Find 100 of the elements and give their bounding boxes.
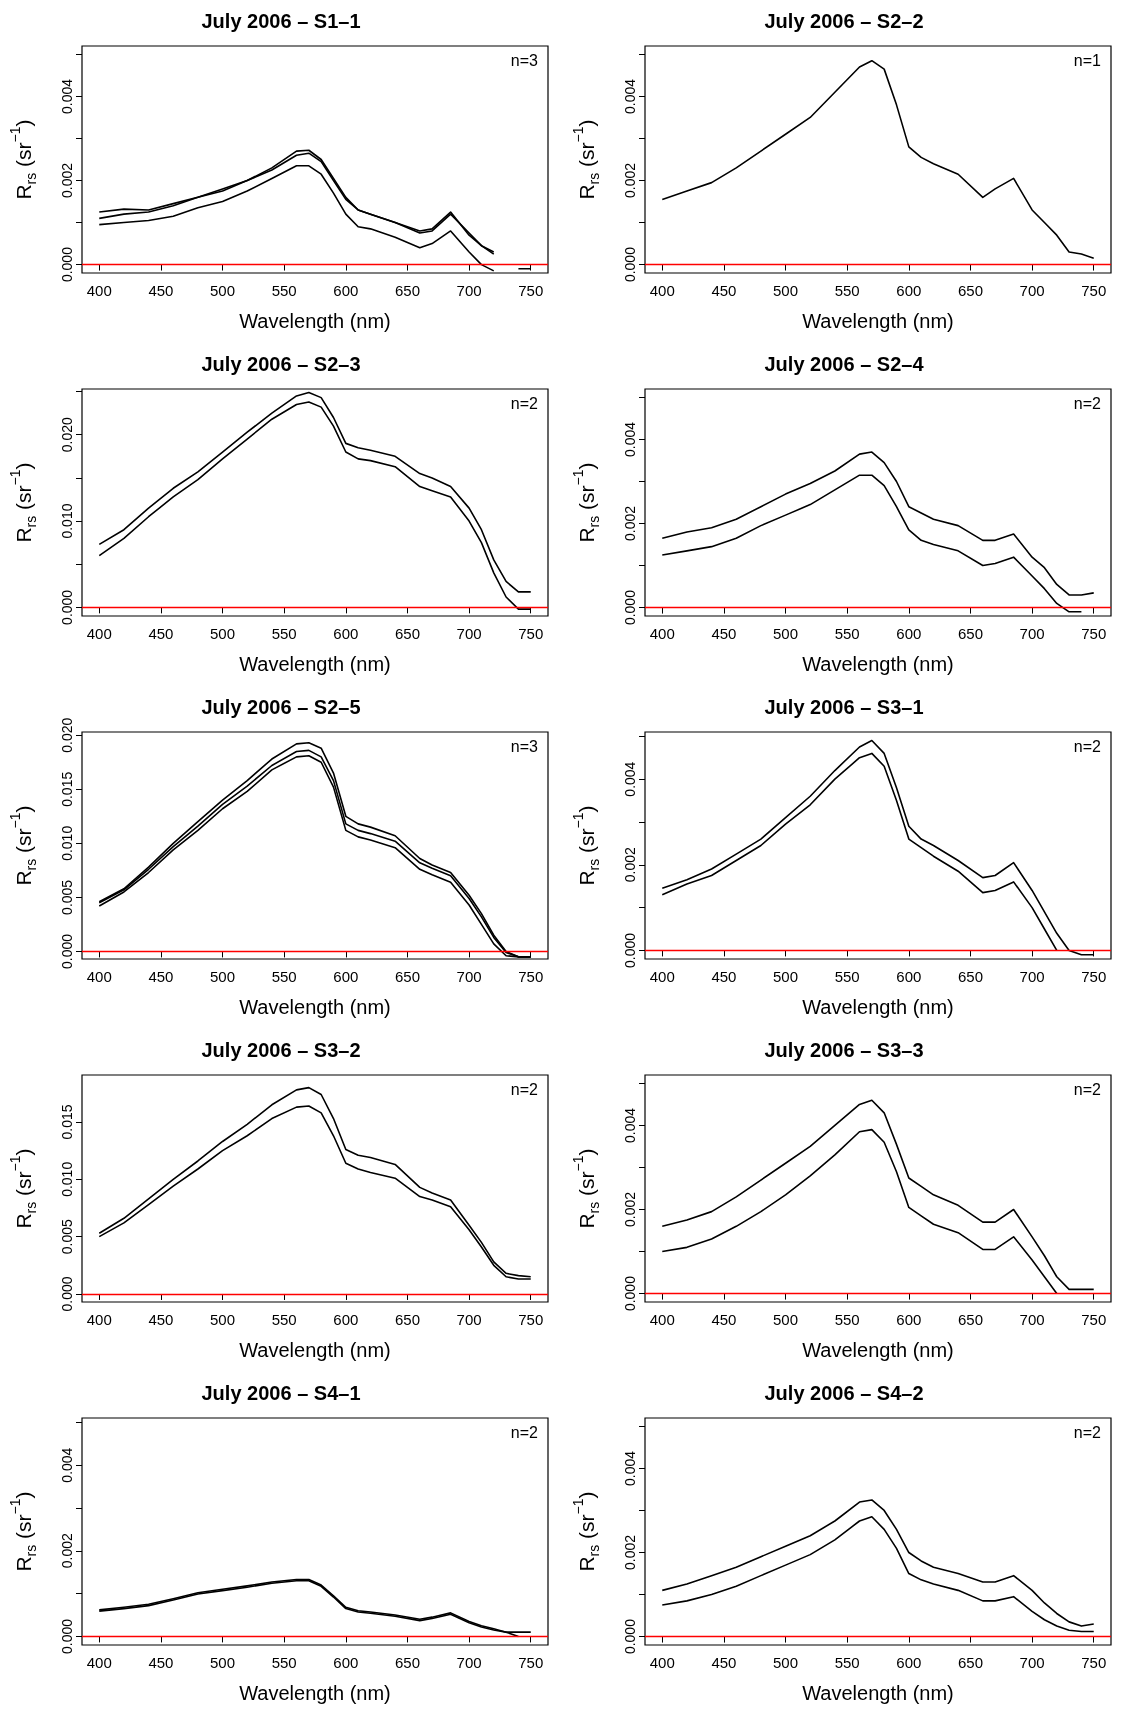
x-tick-label: 650 [394,625,420,642]
x-axis-title: Wavelength (nm) [239,1339,391,1361]
annotation: n=2 [1073,394,1102,412]
x-tick-label: 700 [456,1654,482,1671]
y-tick-label: 0.004 [59,1447,75,1483]
y-tick-label: 0.004 [622,421,638,457]
x-axis-title: Wavelength (nm) [239,653,391,675]
x-tick-label: 600 [896,1311,922,1328]
x-tick-label: 500 [773,1654,799,1671]
annotation: n=2 [1073,1423,1102,1441]
x-tick-label: 600 [896,968,922,985]
x-tick-label: 550 [271,968,297,985]
x-tick-label: 600 [333,1311,359,1328]
y-axis-title: Rrs (sr−1) [570,805,602,886]
x-tick-label: 400 [649,282,675,299]
y-tick-label: 0.000 [622,1275,638,1312]
x-tick-label: 650 [957,625,983,642]
x-axis-title: Wavelength (nm) [802,996,954,1018]
x-tick-label: 750 [518,625,544,642]
y-axis-title: Rrs (sr−1) [7,119,39,200]
x-tick-label: 750 [1081,282,1107,299]
x-tick-label: 700 [1019,1654,1045,1671]
x-tick-label: 650 [394,282,420,299]
y-tick-label: 0.002 [59,162,75,199]
y-tick-label: 0.000 [59,1276,75,1312]
x-axis-title: Wavelength (nm) [802,1339,954,1361]
y-tick-label: 0.004 [622,78,638,114]
y-tick-label: 0.000 [622,246,638,283]
x-tick-label: 750 [1081,1311,1107,1328]
y-tick-label: 0.004 [622,1107,638,1143]
x-tick-label: 500 [773,968,799,985]
annotation: n=2 [1073,737,1102,755]
x-tick-label: 750 [1081,1654,1107,1671]
y-tick-label: 0.020 [59,717,75,753]
x-tick-label: 450 [148,282,174,299]
x-tick-label: 600 [896,625,922,642]
chart-title: July 2006 – S2–2 [764,10,924,32]
y-tick-label: 0.004 [622,1450,638,1486]
chart-title: July 2006 – S1–1 [201,10,361,32]
x-tick-label: 500 [210,282,236,299]
y-tick-label: 0.010 [59,503,75,539]
x-axis-title: Wavelength (nm) [239,1682,391,1704]
x-tick-label: 750 [518,1654,544,1671]
x-tick-label: 700 [456,282,482,299]
y-axis-title: Rrs (sr−1) [570,1148,602,1229]
x-tick-label: 550 [271,1311,297,1328]
x-tick-label: 450 [711,625,737,642]
x-tick-label: 400 [86,968,112,985]
y-axis-title: Rrs (sr−1) [570,119,602,200]
y-axis-title: Rrs (sr−1) [570,462,602,543]
annotation: n=3 [510,51,539,69]
y-tick-label: 0.000 [59,1618,75,1654]
x-tick-label: 550 [834,625,860,642]
x-tick-label: 450 [711,1311,737,1328]
x-tick-label: 600 [333,1654,359,1671]
x-tick-label: 500 [773,625,799,642]
x-tick-label: 450 [148,1654,174,1671]
x-tick-label: 700 [1019,625,1045,642]
x-tick-label: 700 [456,968,482,985]
x-tick-label: 400 [649,1654,675,1671]
x-tick-label: 500 [210,625,236,642]
x-tick-label: 700 [1019,968,1045,985]
y-tick-label: 0.000 [622,932,638,968]
chart-title: July 2006 – S4–1 [201,1382,361,1404]
x-tick-label: 500 [773,1311,799,1328]
annotation: n=3 [510,737,539,755]
y-tick-label: 0.010 [59,1161,75,1197]
x-tick-label: 550 [834,968,860,985]
x-tick-label: 500 [210,968,236,985]
annotation: n=2 [510,1080,539,1098]
x-tick-label: 450 [148,1311,174,1328]
y-tick-label: 0.004 [59,78,75,114]
x-tick-label: 550 [271,282,297,299]
x-tick-label: 450 [711,1654,737,1671]
annotation: n=2 [1073,1080,1102,1098]
x-axis-title: Wavelength (nm) [802,653,954,675]
x-tick-label: 500 [210,1311,236,1328]
x-tick-label: 700 [456,625,482,642]
annotation: n=2 [510,1423,539,1441]
y-tick-label: 0.004 [622,761,638,797]
x-tick-label: 650 [957,1654,983,1671]
x-tick-label: 600 [333,625,359,642]
y-tick-label: 0.005 [59,1218,75,1255]
y-tick-label: 0.000 [59,589,75,625]
x-tick-label: 400 [86,625,112,642]
x-tick-label: 550 [271,625,297,642]
chart-title: July 2006 – S2–4 [764,353,925,375]
x-tick-label: 500 [210,1654,236,1671]
y-axis-title: Rrs (sr−1) [7,462,39,543]
y-tick-label: 0.000 [59,933,75,969]
y-axis-title: Rrs (sr−1) [7,1148,39,1229]
x-tick-label: 400 [649,625,675,642]
x-tick-label: 650 [394,968,420,985]
x-tick-label: 750 [518,1311,544,1328]
x-axis-title: Wavelength (nm) [802,310,954,332]
x-tick-label: 750 [1081,625,1107,642]
chart-title: July 2006 – S3–3 [764,1039,924,1061]
x-tick-label: 700 [456,1311,482,1328]
x-tick-label: 650 [957,282,983,299]
x-tick-label: 500 [773,282,799,299]
